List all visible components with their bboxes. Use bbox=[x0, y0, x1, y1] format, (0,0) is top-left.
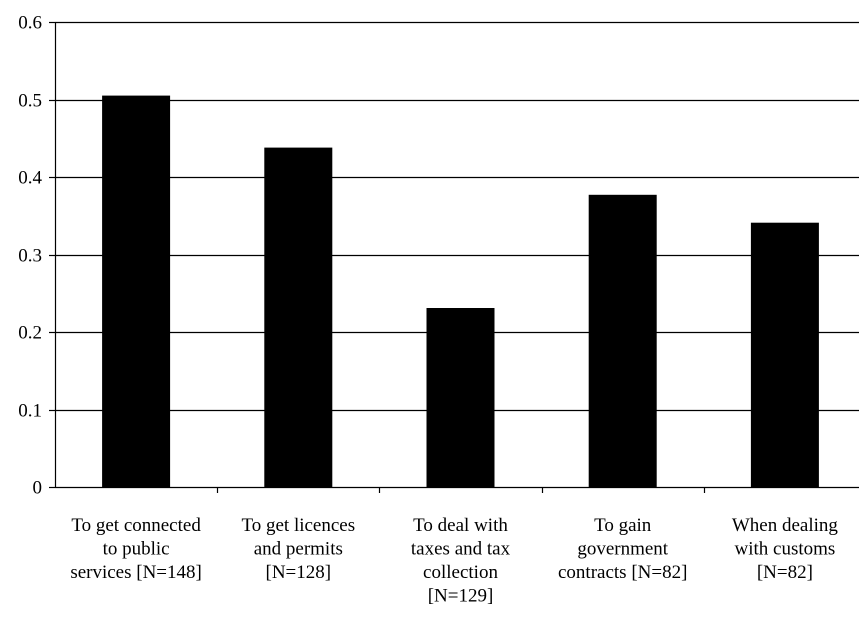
x-category-label-line: collection bbox=[423, 562, 498, 583]
y-tick-label: 0.3 bbox=[18, 246, 42, 267]
x-category-label-line: contracts [N=82] bbox=[558, 562, 687, 583]
y-tick-label: 0.1 bbox=[18, 401, 42, 422]
x-category-label: To get connected to public services [N=148… bbox=[70, 515, 202, 583]
x-category-label-line: [N=82] bbox=[757, 562, 813, 583]
gridlines bbox=[55, 21, 859, 412]
x-category-label-line: To get licences bbox=[241, 515, 355, 536]
x-category-label-line: taxes and tax bbox=[411, 539, 511, 560]
bars bbox=[102, 95, 819, 488]
bar bbox=[750, 222, 819, 487]
bar bbox=[588, 194, 657, 488]
y-tick-label: 0 bbox=[33, 478, 43, 499]
y-tick-labels: 0 0.1 0.2 0.3 0.4 0.5 0.6 bbox=[18, 13, 42, 499]
x-category-label-line: government bbox=[577, 539, 668, 560]
x-category-labels: To get connected to public services [N=148… bbox=[70, 515, 838, 607]
x-category-label-line: To get connected bbox=[71, 515, 201, 536]
x-category-label-line: with customs bbox=[734, 539, 835, 560]
x-category-label: When dealing with customs [N=82] bbox=[732, 515, 839, 583]
y-tick-label: 0.4 bbox=[18, 168, 42, 189]
y-tick-label: 0.5 bbox=[18, 91, 42, 112]
x-category-label-line: and permits bbox=[254, 539, 343, 560]
bar bbox=[264, 147, 333, 487]
x-category-label-line: services [N=148] bbox=[70, 562, 202, 583]
x-category-label: To deal with taxes and tax collection [N=12… bbox=[411, 515, 511, 607]
x-category-label: To get licences and permits [N=128] bbox=[241, 515, 355, 583]
x-category-label-line: [N=128] bbox=[266, 562, 332, 583]
x-category-label-line: To deal with bbox=[413, 515, 508, 536]
x-category-label-line: When dealing bbox=[732, 515, 839, 536]
y-tick-label: 0.2 bbox=[18, 323, 42, 344]
x-category-label-line: To gain bbox=[594, 515, 652, 536]
bar bbox=[102, 95, 171, 487]
y-tick-label: 0.6 bbox=[18, 13, 42, 34]
x-category-label-line: [N=129] bbox=[428, 586, 494, 607]
bar bbox=[426, 308, 495, 487]
x-category-label: To gain government contracts [N=82] bbox=[558, 515, 687, 583]
axes bbox=[49, 21, 859, 493]
x-category-label-line: to public bbox=[103, 539, 170, 560]
